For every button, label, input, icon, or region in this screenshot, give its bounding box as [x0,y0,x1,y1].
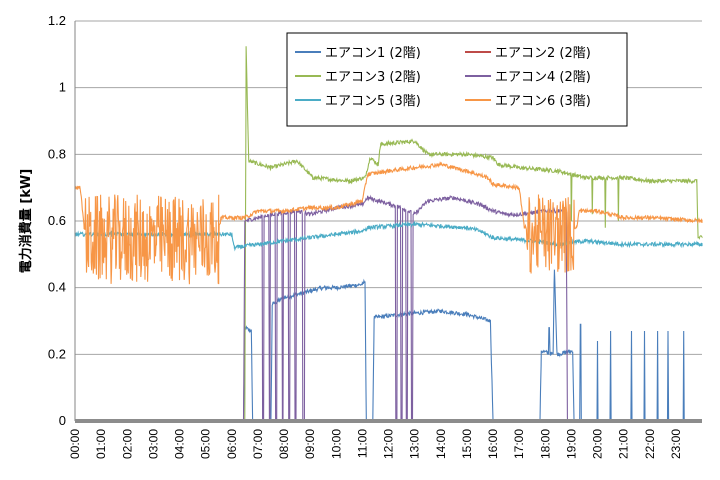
x-tick-label: 20:00 [591,429,605,459]
y-tick-label: 0.4 [48,280,66,295]
series-line [74,161,703,285]
x-tick-label: 12:00 [382,429,396,459]
y-tick-label: 0.2 [48,346,66,361]
axes: 0 0.2 0.4 0.6 0.8 1 1.2 00:00 01:00 02:00 03:00 04:… [48,13,702,459]
x-tick-label: 18:00 [538,429,552,459]
x-tick-label: 09:00 [303,429,317,459]
y-axis-label: 電力消費量 [kW] [18,169,34,273]
x-tick-label: 00:00 [68,429,82,459]
series-line [75,269,702,422]
legend-entry: エアコン2 (2階) [495,46,591,61]
x-tick-label: 17:00 [512,429,526,459]
x-tick-label: 04:00 [173,429,187,459]
x-tick-label: 03:00 [146,429,160,459]
x-tick-label: 05:00 [199,429,213,459]
legend-entry: エアコン6 (3階) [495,94,591,109]
legend-box [286,32,628,127]
x-tick-label: 16:00 [486,429,500,459]
x-tick-label: 21:00 [617,429,631,459]
x-tick-label: 08:00 [277,429,291,459]
legend: エアコン1 (2階) エアコン2 (2階) エアコン3 (2階) エアコン4 (2階)… [286,32,628,127]
x-tick-label: 02:00 [120,429,134,459]
x-tick-label: 11:00 [355,429,369,458]
legend-entry: エアコン3 (2階) [325,70,421,85]
y-tick-label: 0 [59,413,66,428]
x-tick-label: 13:00 [408,429,422,459]
x-tick-label: 14:00 [434,429,448,459]
x-tick-label: 19:00 [564,429,578,459]
x-tick-label: 22:00 [643,429,657,459]
y-tick-label: 0.6 [48,213,66,228]
x-tick-label: 06:00 [225,429,239,459]
legend-entry: エアコン1 (2階) [325,46,421,61]
x-tick-label: 01:00 [94,429,108,459]
x-tick-label: 23:00 [669,429,683,459]
x-tick-label: 15:00 [460,429,474,459]
y-tick-label: 1 [59,80,66,95]
legend-entry: エアコン4 (2階) [495,70,591,85]
x-tick-label: 07:00 [251,429,265,459]
y-tick-label: 1.2 [48,13,66,28]
x-tick-label: 10:00 [329,429,343,459]
legend-entry: エアコン5 (3階) [325,94,421,109]
y-tick-label: 0.8 [48,146,66,161]
